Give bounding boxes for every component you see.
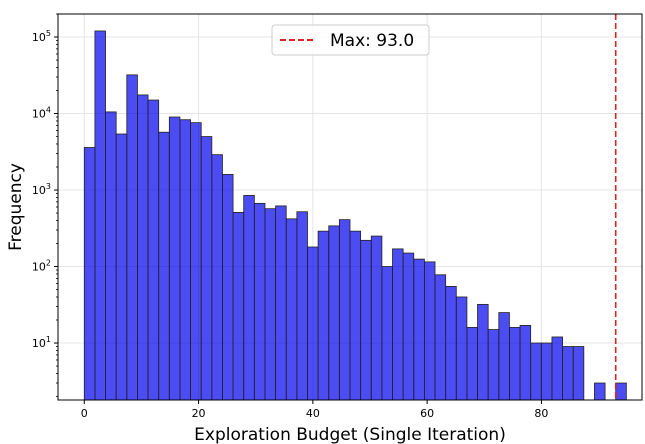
histogram-bar — [137, 94, 149, 401]
histogram-bar — [328, 225, 340, 401]
histogram-bar — [211, 154, 223, 401]
histogram-bar — [455, 296, 468, 401]
histogram-bar — [253, 202, 266, 401]
histogram-bar — [540, 342, 553, 401]
y-tick-label: 103 — [32, 182, 51, 197]
histogram-bar — [445, 285, 457, 401]
histogram-bar — [264, 208, 277, 401]
histogram-bar — [413, 258, 425, 401]
y-tick-label: 104 — [32, 106, 51, 121]
histogram-bar — [615, 382, 627, 401]
x-axis-ticks: 0 20 40 60 80 — [81, 400, 548, 420]
histogram-bar — [296, 211, 308, 401]
histogram-bar — [190, 122, 202, 401]
histogram-bar — [147, 99, 160, 401]
histogram-bar — [530, 342, 542, 401]
histogram-bar — [519, 324, 532, 401]
x-tick-label: 60 — [420, 407, 434, 420]
histogram-bar — [158, 131, 170, 401]
histogram-bar — [232, 211, 245, 401]
histogram-bar — [509, 327, 521, 401]
histogram-bar — [222, 174, 234, 401]
histogram-bar — [83, 147, 96, 401]
histogram-bar — [572, 346, 585, 401]
x-tick-label: 0 — [81, 407, 88, 420]
histogram-bar — [381, 266, 393, 401]
histogram-bar — [594, 382, 606, 401]
legend-box — [271, 24, 430, 56]
histogram-bar — [94, 30, 106, 401]
x-tick-label: 80 — [534, 407, 548, 420]
histogram-bar — [487, 329, 500, 401]
histogram-bar — [477, 303, 489, 401]
histogram-bar — [179, 119, 191, 401]
histogram-bar — [349, 230, 362, 401]
y-axis-label: Frequency — [6, 163, 26, 251]
histogram-bar — [115, 133, 128, 401]
histogram-bar — [168, 116, 181, 401]
histogram-bar — [360, 239, 372, 401]
histogram-bar — [285, 218, 298, 401]
y-tick-label: 101 — [32, 335, 51, 350]
histogram-bar — [402, 252, 415, 401]
y-tick-label: 102 — [32, 259, 51, 274]
x-tick-label: 40 — [306, 407, 320, 420]
histogram-bar — [275, 205, 287, 401]
histogram-bar — [498, 312, 510, 401]
histogram-bar — [466, 327, 478, 401]
histogram-bar — [423, 261, 436, 401]
histogram-bar — [434, 274, 447, 401]
histogram-bar — [200, 136, 213, 401]
histogram-bar — [392, 248, 404, 401]
legend-max-label: Max: 93.0 — [330, 31, 414, 51]
histogram-bar — [317, 230, 330, 401]
histogram-bar — [105, 111, 117, 401]
histogram-bars — [83, 30, 627, 401]
histogram-bar — [243, 195, 255, 401]
histogram-bar — [307, 246, 319, 401]
x-tick-label: 20 — [192, 407, 206, 420]
histogram-bar — [370, 235, 383, 401]
histogram-bar — [126, 74, 138, 401]
legend: Max: 93.0 — [271, 24, 430, 56]
y-axis-ticks: 101 102 103 104 105 — [32, 13, 58, 397]
histogram-bar — [338, 219, 351, 401]
x-axis-label: Exploration Budget (Single Iteration) — [194, 425, 506, 444]
histogram-bar — [551, 336, 563, 401]
y-tick-label: 105 — [32, 29, 51, 44]
histogram-bar — [562, 346, 574, 401]
